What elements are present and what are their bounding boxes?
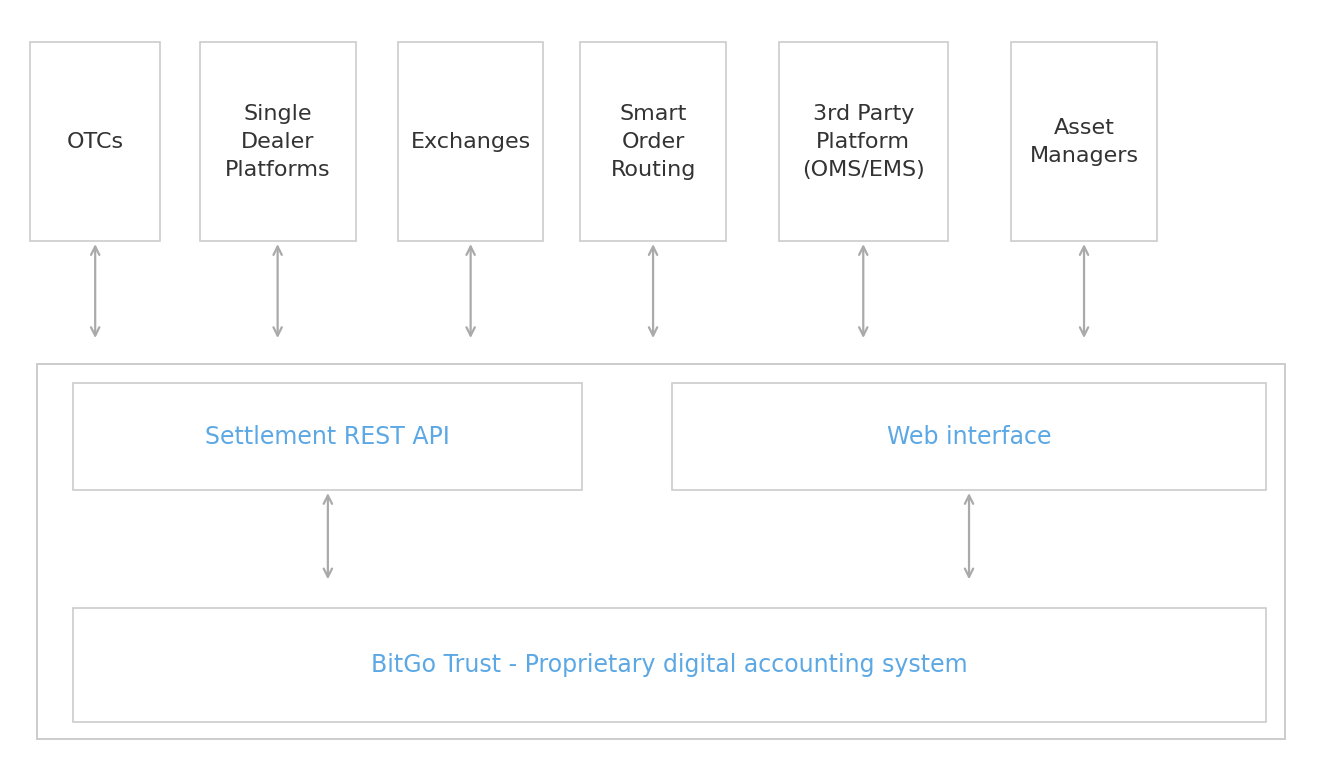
Bar — [73, 608, 1266, 722]
Text: Web interface: Web interface — [887, 424, 1051, 449]
Text: Settlement REST API: Settlement REST API — [205, 424, 449, 449]
Text: BitGo Trust - Proprietary digital accounting system: BitGo Trust - Proprietary digital accoun… — [371, 653, 968, 677]
Text: 3rd Party
Platform
(OMS/EMS): 3rd Party Platform (OMS/EMS) — [802, 103, 924, 180]
Bar — [73, 383, 582, 490]
Bar — [398, 42, 543, 241]
Text: OTCs: OTCs — [66, 132, 124, 152]
Bar — [1011, 42, 1157, 241]
Text: Smart
Order
Routing: Smart Order Routing — [611, 103, 695, 180]
Bar — [672, 383, 1266, 490]
Bar — [200, 42, 356, 241]
Text: Exchanges: Exchanges — [411, 132, 530, 152]
Text: Single
Dealer
Platforms: Single Dealer Platforms — [225, 103, 330, 180]
Bar — [779, 42, 948, 241]
Bar — [37, 364, 1285, 739]
Bar — [30, 42, 160, 241]
Text: Asset
Managers: Asset Managers — [1030, 118, 1138, 165]
Bar — [580, 42, 726, 241]
